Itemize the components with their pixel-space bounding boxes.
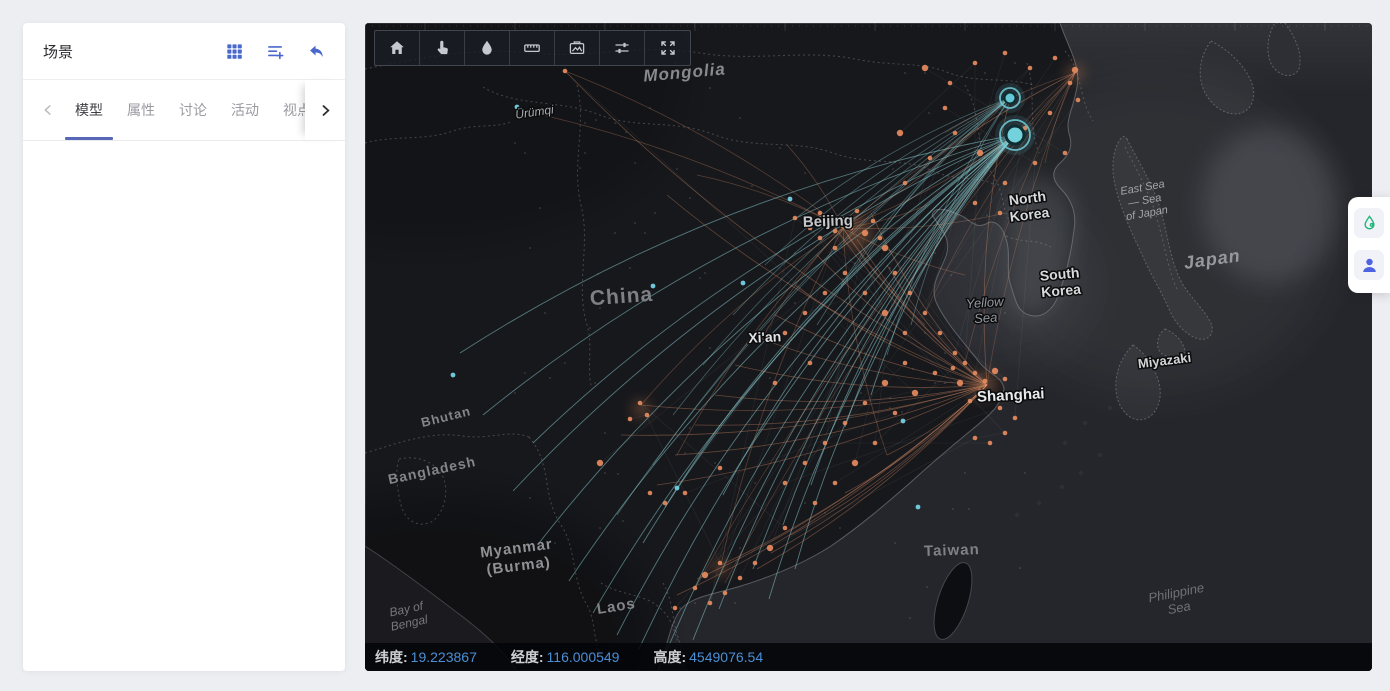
tab-viewpoint[interactable]: 视点 [283, 102, 311, 118]
hotspot-glow [969, 371, 997, 399]
tab-activity[interactable]: 活动 [231, 102, 259, 118]
hub-main[interactable] [995, 115, 1035, 155]
arc-group-cyan-fan-north [616, 97, 1011, 516]
touch-mode-icon[interactable] [420, 31, 465, 65]
map-label-yellow-sea: YellowSea [965, 294, 1006, 327]
scene-panel-header: 场景 [23, 23, 345, 79]
island [1097, 452, 1103, 458]
map-label-china: China [589, 283, 654, 310]
water-effect-icon[interactable] [465, 31, 510, 65]
map-label-south-korea: SouthKorea [1039, 264, 1082, 300]
map-label-north-korea: NorthKorea [1007, 188, 1051, 225]
panel-empty-body [23, 141, 345, 670]
island [1107, 405, 1113, 411]
altitude-readout: 高度: 4549076.54 [653, 647, 763, 667]
border-line [482, 86, 996, 186]
longitude-label: 经度: [510, 649, 544, 665]
latitude-label: 纬度: [375, 649, 408, 665]
border-line [365, 433, 530, 454]
tab-discussion[interactable]: 讨论 [179, 102, 207, 118]
arc-group-orange-fan-shanghai [564, 70, 1011, 596]
add-list-icon[interactable] [267, 43, 284, 60]
island [1059, 484, 1065, 490]
fullscreen-icon[interactable] [645, 31, 690, 65]
measure-icon[interactable] [510, 31, 555, 65]
mesh-lines [514, 52, 1079, 619]
altitude-value: 4549076.54 [689, 649, 764, 665]
map-canvas[interactable]: Mongolia Ürümqi China Xi'an Beijing NorthKore… [365, 23, 1372, 671]
city-dots [450, 50, 1081, 611]
map-statusbar: 纬度: 19.223867 经度: 116.000549 高度: 4549076… [365, 643, 1372, 671]
arc-group-orange-fan-beijing [519, 70, 1016, 566]
tabs-scroll-left-icon[interactable] [33, 95, 63, 125]
island [1082, 420, 1088, 426]
tab-strip: 模型 属性 讨论 活动 视点 [63, 80, 323, 140]
tab-properties[interactable]: 属性 [127, 102, 155, 118]
display-settings-icon[interactable] [600, 31, 645, 65]
water-tool-icon[interactable] [1354, 208, 1384, 238]
border-line [576, 84, 592, 386]
border-line [662, 582, 684, 650]
island [1014, 512, 1020, 518]
snapshot-icon[interactable] [555, 31, 600, 65]
tab-model[interactable]: 模型 [75, 80, 103, 140]
border-line [1026, 62, 1040, 154]
border-line [528, 436, 600, 652]
cloud [1202, 127, 1338, 283]
map-label-laos: Laos [596, 595, 637, 618]
border-line [1124, 146, 1178, 290]
tabs-scroll-right-icon[interactable] [305, 80, 345, 140]
border-line [964, 84, 1012, 224]
map-label-shanghai: Shanghai [977, 385, 1045, 406]
island [1062, 440, 1068, 446]
user-icon[interactable] [1354, 250, 1384, 280]
map-label-east-sea: East Sea— Seaof Japan [1119, 178, 1170, 223]
grid-view-icon[interactable] [226, 43, 243, 60]
border-line [365, 120, 514, 144]
map-label-xian: Xi'an [748, 328, 782, 346]
hotspot-glow [712, 560, 728, 576]
altitude-label: 高度: [653, 649, 687, 665]
scene-panel: 场景 模型 属性 讨论 活动 视点 [23, 23, 345, 671]
hub-north[interactable] [995, 83, 1025, 113]
longitude-value: 116.000549 [546, 649, 620, 665]
taiwan-island [933, 562, 973, 640]
sakhalin [1267, 23, 1301, 76]
map-svg: MongoliaÜrümqiChinaXi'anBeijingNorthKore… [365, 23, 1372, 671]
latitude-readout: 纬度: 19.223867 [375, 647, 477, 667]
longitude-readout: 经度: 116.000549 [511, 647, 620, 667]
map-toolbar [374, 30, 691, 66]
latitude-value: 19.223867 [410, 649, 477, 665]
panel-tabbar: 模型 属性 讨论 活动 视点 [23, 79, 345, 141]
arc-group-cyan-fan-main [459, 134, 1016, 656]
island [1078, 470, 1084, 476]
panel-title: 场景 [43, 43, 74, 61]
island [1036, 500, 1042, 506]
reply-icon[interactable] [308, 43, 325, 60]
map-label-beijing: Beijing [803, 212, 854, 231]
home-icon[interactable] [375, 31, 420, 65]
border-line [396, 457, 447, 525]
map-tools-panel [1348, 197, 1390, 293]
map-label-taiwan: Taiwan [924, 541, 980, 560]
hotspot-glow [841, 217, 873, 249]
